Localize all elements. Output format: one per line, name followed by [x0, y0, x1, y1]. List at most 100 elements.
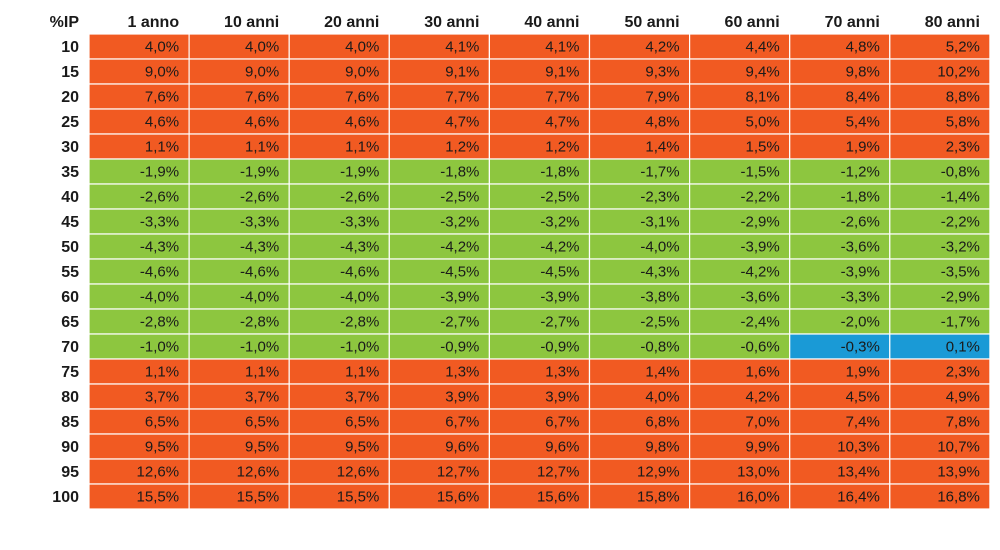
cell-value: 7,4% — [846, 414, 880, 431]
cell-value: -2,3% — [640, 189, 679, 206]
heatmap-cell — [688, 258, 791, 285]
cell-value: -2,8% — [340, 314, 379, 331]
cell-value: 1,1% — [345, 364, 379, 381]
cell-value: -4,2% — [540, 239, 579, 256]
cell-value: 6,8% — [645, 414, 679, 431]
row-label: 10 — [61, 39, 79, 56]
heatmap-cell — [488, 58, 591, 85]
cell-value: -2,8% — [240, 314, 279, 331]
cell-value: 12,6% — [337, 464, 380, 481]
cell-value: 12,6% — [137, 464, 180, 481]
heatmap-cell — [388, 483, 490, 510]
cell-value: 5,2% — [946, 39, 980, 56]
cell-value: 1,3% — [445, 364, 479, 381]
row-label: 95 — [61, 464, 79, 481]
cell-value: -2,7% — [540, 314, 579, 331]
heatmap-cell — [789, 333, 891, 360]
heatmap-cell — [188, 108, 290, 135]
heatmap-cell — [789, 283, 891, 310]
row-label: 40 — [61, 189, 79, 206]
cell-value: 1,1% — [345, 139, 379, 156]
heatmap-cell — [288, 258, 390, 285]
heatmap-cell — [889, 83, 991, 110]
cell-value: -0,3% — [841, 339, 880, 356]
cell-value: 1,5% — [745, 139, 779, 156]
heatmap-cell — [188, 383, 290, 410]
cell-value: -1,9% — [140, 164, 179, 181]
cell-value: 12,6% — [237, 464, 280, 481]
cell-value: 9,3% — [645, 64, 679, 81]
cell-value: -1,0% — [240, 339, 279, 356]
heatmap-cell — [288, 358, 390, 385]
cell-value: -4,6% — [240, 264, 279, 281]
heatmap-cell — [88, 383, 190, 410]
heatmap-cell — [789, 258, 891, 285]
cell-value: -2,5% — [440, 189, 479, 206]
heatmap-cell — [688, 58, 791, 85]
heatmap-cell — [388, 408, 490, 435]
heatmap-cell — [88, 133, 190, 160]
row-label: 60 — [61, 289, 79, 306]
row-label: 15 — [61, 64, 79, 81]
row-label: 65 — [61, 314, 79, 331]
cell-value: 1,2% — [545, 139, 579, 156]
heatmap-cell — [488, 183, 591, 210]
cell-value: 3,9% — [545, 389, 579, 406]
row-label: 75 — [61, 364, 79, 381]
cell-value: 7,0% — [745, 414, 779, 431]
cell-value: 13,0% — [737, 464, 780, 481]
heatmap-cell — [88, 58, 190, 85]
heatmap-cell — [889, 258, 991, 285]
heatmap-cell — [688, 408, 791, 435]
heatmap-cell — [88, 83, 190, 110]
row-label: 90 — [61, 439, 79, 456]
cell-value: -4,2% — [741, 264, 780, 281]
cell-value: -4,6% — [140, 264, 179, 281]
cell-value: 8,8% — [946, 89, 980, 106]
cell-value: -4,0% — [640, 239, 679, 256]
heatmap-cell — [388, 333, 490, 360]
cell-value: -2,5% — [640, 314, 679, 331]
cell-value: 6,7% — [545, 414, 579, 431]
heatmap-cell — [288, 83, 390, 110]
heatmap-cell — [388, 258, 490, 285]
heatmap-cell — [288, 308, 390, 335]
column-header: 80 anni — [925, 14, 980, 31]
heatmap-cell — [789, 158, 891, 185]
cell-value: -4,0% — [340, 289, 379, 306]
column-header: 20 anni — [324, 14, 379, 31]
cell-value: -1,0% — [340, 339, 379, 356]
heatmap-cell — [488, 233, 591, 260]
cell-value: -2,5% — [540, 189, 579, 206]
heatmap-cell — [889, 108, 991, 135]
heatmap-cell — [889, 233, 991, 260]
cell-value: 4,6% — [145, 114, 179, 131]
cell-value: -1,0% — [140, 339, 179, 356]
heatmap-cell — [388, 233, 490, 260]
cell-value: 10,3% — [837, 439, 880, 456]
cell-value: 4,0% — [145, 39, 179, 56]
heatmap-cell — [588, 158, 691, 185]
cell-value: -3,6% — [841, 239, 880, 256]
heatmap-cell — [688, 333, 791, 360]
cell-value: 13,9% — [937, 464, 980, 481]
heatmap-cell — [288, 383, 390, 410]
cell-value: 4,1% — [445, 39, 479, 56]
cell-value: -2,6% — [340, 189, 379, 206]
cell-value: 8,1% — [745, 89, 779, 106]
heatmap-cell — [889, 458, 991, 485]
cell-value: -4,3% — [240, 239, 279, 256]
row-label: 70 — [61, 339, 79, 356]
heatmap-cell — [288, 158, 390, 185]
row-label: 30 — [61, 139, 79, 156]
cell-value: -4,3% — [140, 239, 179, 256]
cell-value: -4,0% — [140, 289, 179, 306]
cell-value: -2,8% — [140, 314, 179, 331]
heatmap-cell — [388, 358, 490, 385]
cell-value: 4,7% — [445, 114, 479, 131]
heatmap-cell — [588, 483, 691, 510]
cell-value: 9,4% — [745, 64, 779, 81]
row-label: 100 — [52, 489, 79, 506]
cell-value: -2,2% — [741, 189, 780, 206]
cell-value: 4,8% — [645, 114, 679, 131]
